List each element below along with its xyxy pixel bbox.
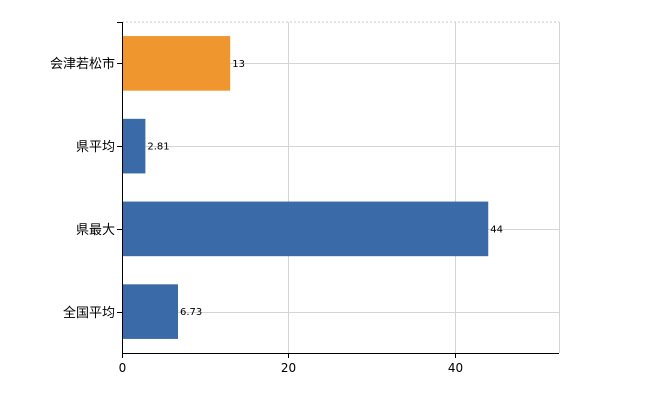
data-label: 6.73 <box>180 307 202 318</box>
category-label: 全国平均 <box>63 305 115 321</box>
category-label: 会津若松市 <box>50 56 115 72</box>
data-label: 44 <box>490 224 503 235</box>
bar <box>122 118 146 174</box>
bar <box>122 284 179 339</box>
bar <box>122 36 231 91</box>
x-tick-label: 20 <box>281 361 296 375</box>
category-label: 県平均 <box>76 140 115 155</box>
bar <box>122 201 489 257</box>
data-label: 2.81 <box>147 142 169 153</box>
x-tick-label: 40 <box>448 361 463 375</box>
data-label: 13 <box>232 59 245 70</box>
category-label: 県最大 <box>76 223 115 238</box>
x-tick-label: 0 <box>119 361 127 375</box>
